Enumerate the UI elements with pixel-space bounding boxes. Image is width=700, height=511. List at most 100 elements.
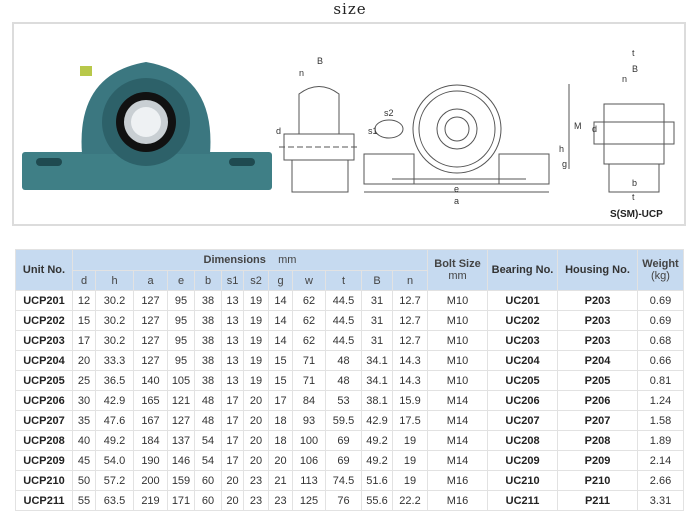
svg-text:B: B: [317, 56, 323, 66]
dim-cell-h: 33.3: [95, 350, 134, 371]
dim-cell-e: 95: [167, 310, 195, 331]
unit-no-cell: UCP201: [15, 290, 73, 311]
dim-cell-w: 71: [292, 350, 326, 371]
dim-cell-g: 15: [268, 370, 293, 391]
dim-cell-b: 60: [194, 490, 222, 511]
dim-cell-s2: 19: [243, 290, 269, 311]
dim-cell-b: 48: [194, 410, 222, 431]
bolt-size-cell: M10: [427, 350, 488, 371]
bolt-size-cell: M10: [427, 290, 488, 311]
dim-cell-h: 30.2: [95, 330, 134, 351]
dim-cell-h: 54.0: [95, 450, 134, 471]
dim-cell-s1: 13: [221, 370, 244, 391]
bearing-no-cell: UC209: [487, 450, 558, 471]
unit-no-cell: UCP205: [15, 370, 73, 391]
dim-cell-a: 140: [133, 370, 168, 391]
weight-cell: 2.14: [637, 450, 684, 471]
dim-cell-s2: 20: [243, 410, 269, 431]
dim-cell-b: 54: [194, 430, 222, 451]
weight-cell: 0.69: [637, 290, 684, 311]
bolt-size-cell: M14: [427, 410, 488, 431]
weight-cell: 1.24: [637, 390, 684, 411]
dim-cell-b: 60: [194, 470, 222, 491]
dim-cell-b: 38: [194, 310, 222, 331]
dim-cell-t: 69: [325, 450, 362, 471]
dim-cell-t: 48: [325, 350, 362, 371]
svg-text:h: h: [559, 144, 564, 154]
dim-header-b: B: [361, 270, 393, 291]
bearing-no-cell: UC205: [487, 370, 558, 391]
page-title: size: [333, 0, 367, 18]
dim-cell-s1: 17: [221, 390, 244, 411]
dim-cell-w: 106: [292, 450, 326, 471]
dim-cell-b: 48: [194, 390, 222, 411]
dim-cell-s1: 17: [221, 410, 244, 431]
dim-cell-b: 38: [194, 290, 222, 311]
dim-cell-a: 127: [133, 310, 168, 331]
housing-no-cell: P203: [557, 290, 638, 311]
dim-cell-t: 74.5: [325, 470, 362, 491]
dim-cell-t: 69: [325, 430, 362, 451]
svg-text:B: B: [632, 64, 638, 74]
table-row: UCP205 25 36.5 140 105 38 13 19 15 71 48 34.1 14.3 M1…: [15, 370, 684, 391]
unit-no-cell: UCP202: [15, 310, 73, 331]
dim-cell-e: 121: [167, 390, 195, 411]
dim-cell-d: 40: [72, 430, 96, 451]
dim-header-g: g: [268, 270, 293, 291]
dim-cell-g: 21: [268, 470, 293, 491]
dim-cell-n: 12.7: [392, 290, 428, 311]
unit-no-cell: UCP209: [15, 450, 73, 471]
dim-cell-a: 219: [133, 490, 168, 511]
dim-cell-a: 200: [133, 470, 168, 491]
dim-cell-a: 127: [133, 290, 168, 311]
bearing-no-cell: UC204: [487, 350, 558, 371]
housing-no-cell: P209: [557, 450, 638, 471]
dim-cell-n: 19: [392, 450, 428, 471]
dim-header-b: b: [194, 270, 222, 291]
dim-cell-t: 44.5: [325, 310, 362, 331]
bearing-no-cell: UC207: [487, 410, 558, 431]
dim-cell-a: 127: [133, 330, 168, 351]
dim-cell-b: 34.1: [361, 370, 393, 391]
dim-cell-e: 159: [167, 470, 195, 491]
dim-cell-n: 12.7: [392, 310, 428, 331]
housing-no-cell: P203: [557, 330, 638, 351]
dim-cell-w: 84: [292, 390, 326, 411]
dim-cell-d: 17: [72, 330, 96, 351]
dim-cell-t: 44.5: [325, 290, 362, 311]
dimensions-header: Dimensions mm: [72, 249, 428, 271]
dim-cell-s1: 13: [221, 310, 244, 331]
dim-cell-w: 93: [292, 410, 326, 431]
dim-cell-t: 53: [325, 390, 362, 411]
weight-label: Weight: [642, 258, 679, 270]
bolt-size-cell: M10: [427, 370, 488, 391]
unit-no-cell: UCP203: [15, 330, 73, 351]
svg-text:M: M: [574, 121, 582, 131]
housing-no-cell: P207: [557, 410, 638, 431]
bolt-size-cell: M16: [427, 470, 488, 491]
weight-cell: 0.68: [637, 330, 684, 351]
svg-text:e: e: [454, 184, 459, 194]
svg-text:a: a: [454, 196, 459, 206]
dim-cell-n: 12.7: [392, 330, 428, 351]
dim-cell-d: 30: [72, 390, 96, 411]
dim-cell-s2: 23: [243, 490, 269, 511]
dim-cell-e: 95: [167, 330, 195, 351]
bearing-no-cell: UC211: [487, 490, 558, 511]
dim-header-e: e: [167, 270, 195, 291]
dim-cell-b: 38: [194, 330, 222, 351]
dim-cell-b: 34.1: [361, 350, 393, 371]
dim-cell-d: 12: [72, 290, 96, 311]
dim-cell-w: 100: [292, 430, 326, 451]
dim-cell-s2: 19: [243, 370, 269, 391]
bearing-no-header: Bearing No.: [487, 249, 558, 291]
dim-cell-n: 17.5: [392, 410, 428, 431]
dim-cell-t: 48: [325, 370, 362, 391]
unit-no-cell: UCP207: [15, 410, 73, 431]
bolt-size-header: Bolt Size mm: [427, 249, 488, 291]
weight-header: Weight (kg): [637, 249, 684, 291]
weight-cell: 1.58: [637, 410, 684, 431]
dim-cell-a: 165: [133, 390, 168, 411]
svg-text:s2: s2: [384, 108, 394, 118]
dim-cell-g: 17: [268, 390, 293, 411]
